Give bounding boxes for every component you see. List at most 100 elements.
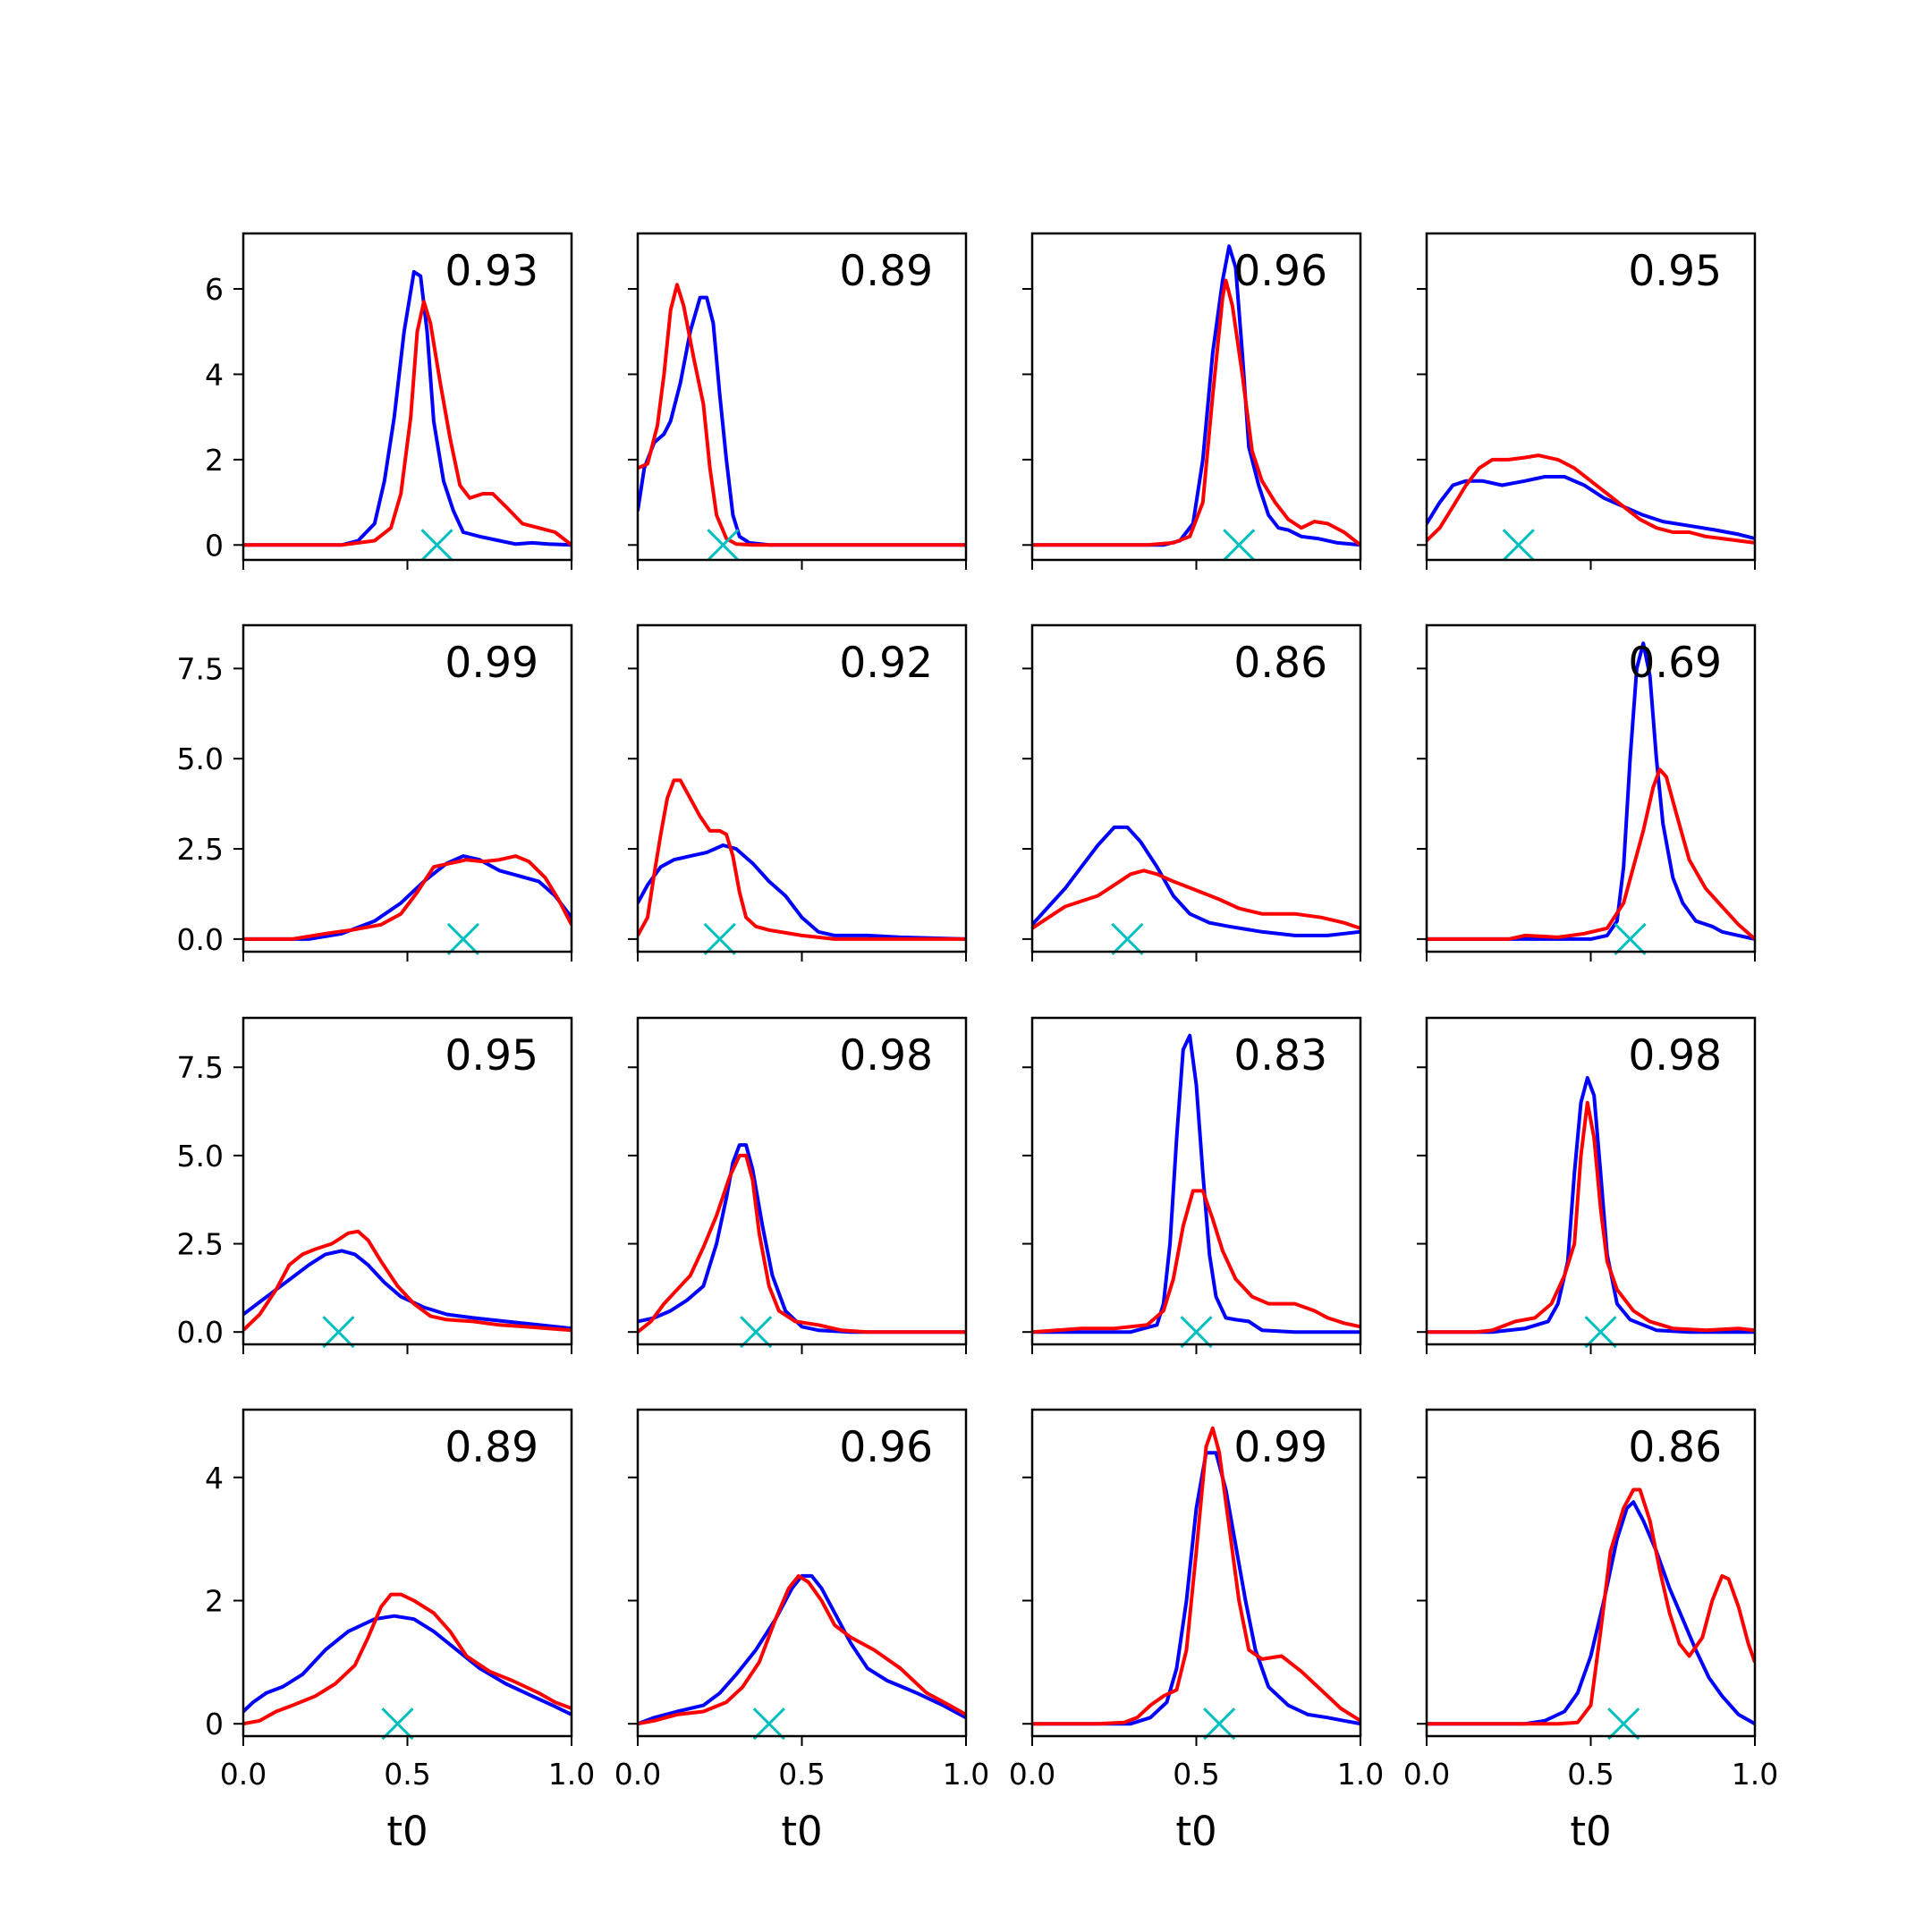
x-marker-stroke	[1502, 529, 1535, 562]
x-marker-stroke	[1203, 1707, 1236, 1741]
plot-frame	[242, 232, 573, 562]
series-blue-line	[1427, 475, 1755, 541]
series-red-line	[1427, 767, 1755, 941]
y-tick-label: 0	[205, 528, 224, 563]
score-annotation: 0.89	[839, 247, 933, 296]
plot-frame	[1425, 623, 1757, 953]
series-red-line	[638, 778, 966, 941]
x-marker-stroke	[1584, 1316, 1617, 1349]
plot-frame	[242, 1408, 573, 1738]
x-marker-stroke	[740, 1316, 773, 1349]
subplot-r3-c3: 0.83	[1022, 1016, 1362, 1354]
plot-frame	[1425, 1016, 1757, 1346]
x-axis-label: t0	[781, 1808, 822, 1855]
series-red-line	[243, 854, 572, 941]
plot-frame	[1425, 232, 1757, 562]
subplot-r1-c2: 0.89	[628, 232, 968, 570]
score-annotation: 0.98	[1628, 1031, 1722, 1080]
x-marker	[1584, 1316, 1617, 1349]
panel-grid: 0 2 4 6 0.93 0.89 0.96 0.95 0.0 2.5 5.0 7.5 0.99 0.92…	[177, 232, 1778, 1855]
plot-frame	[1425, 1408, 1757, 1738]
series-red-line	[1032, 1426, 1360, 1726]
score-annotation: 0.96	[839, 1423, 933, 1472]
series-blue-line	[1032, 825, 1360, 937]
x-marker	[420, 529, 453, 562]
series-blue-line	[1427, 1500, 1755, 1726]
series-blue-line	[638, 1143, 966, 1335]
subplot-r2-c3: 0.86	[1022, 623, 1362, 962]
x-tick-label: 0.5	[384, 1757, 430, 1792]
x-marker	[446, 922, 479, 955]
subplot-r2-c1: 0.0 2.5 5.0 7.5 0.99	[177, 623, 573, 962]
x-axis-label: t0	[386, 1808, 428, 1855]
series-blue-line	[1032, 1033, 1360, 1335]
subplot-r3-c1: 0.0 2.5 5.0 7.5 0.95	[177, 1016, 573, 1354]
x-tick-label: 0.0	[614, 1757, 661, 1792]
series-red-line	[1032, 869, 1360, 930]
plot-frame	[636, 232, 968, 562]
x-marker	[703, 922, 736, 955]
x-axis-label: t0	[1175, 1808, 1216, 1855]
subplot-r1-c1: 0 2 4 6 0.93	[205, 232, 573, 570]
x-marker	[322, 1316, 355, 1349]
x-axis-label: t0	[1570, 1808, 1611, 1855]
subplot-r4-c1: 0 2 4 0.0 0.5 1.0 t0 0.89	[205, 1408, 595, 1855]
plot-frame	[242, 1016, 573, 1346]
series-red-line	[638, 283, 966, 547]
x-marker-stroke	[446, 922, 479, 955]
x-marker-stroke	[703, 922, 736, 955]
series-red-line	[1032, 278, 1360, 547]
series-red-line	[1427, 1487, 1755, 1726]
score-annotation: 0.83	[1233, 1031, 1327, 1080]
series-red-line	[1427, 453, 1755, 545]
series-blue-line	[243, 269, 572, 547]
plot-frame	[636, 1016, 968, 1346]
x-marker-stroke	[752, 1707, 785, 1741]
series-red-line	[1032, 1189, 1360, 1335]
plot-frame	[1030, 1016, 1362, 1346]
series-red-line	[243, 1229, 572, 1333]
subplot-r1-c4: 0.95	[1417, 232, 1757, 570]
score-annotation: 0.96	[1233, 247, 1327, 296]
y-tick-label: 4	[205, 1461, 224, 1496]
x-tick-label: 0.0	[220, 1757, 267, 1792]
y-tick-label: 0.0	[177, 1315, 224, 1350]
y-tick-label: 2.5	[177, 832, 224, 867]
series-blue-line	[638, 295, 966, 547]
subplot-r4-c2: 0.0 0.5 1.0 t0 0.96	[614, 1408, 989, 1855]
x-marker-stroke	[1180, 1316, 1213, 1349]
x-marker-stroke	[707, 529, 740, 562]
x-tick-label: 0.0	[1009, 1757, 1055, 1792]
y-tick-label: 4	[205, 357, 224, 392]
y-tick-label: 5.0	[177, 1139, 224, 1174]
x-tick-label: 0.0	[1403, 1757, 1450, 1792]
x-marker	[1180, 1316, 1213, 1349]
x-marker-stroke	[1111, 922, 1144, 955]
series-red-line	[638, 1573, 966, 1726]
x-marker-stroke	[420, 529, 453, 562]
x-tick-label: 0.5	[778, 1757, 825, 1792]
plot-frame	[1030, 623, 1362, 953]
x-marker	[1203, 1707, 1236, 1741]
x-marker	[1223, 529, 1256, 562]
subplot-r2-c2: 0.92	[628, 623, 968, 962]
x-marker	[740, 1316, 773, 1349]
x-tick-label: 0.5	[1567, 1757, 1614, 1792]
x-tick-label: 1.0	[943, 1757, 989, 1792]
x-marker	[381, 1707, 414, 1741]
subplot-r3-c2: 0.98	[628, 1016, 968, 1354]
x-marker-stroke	[1614, 922, 1647, 955]
series-blue-line	[243, 1249, 572, 1331]
x-tick-label: 1.0	[1732, 1757, 1778, 1792]
plot-frame	[1030, 232, 1362, 562]
x-marker-stroke	[1223, 529, 1256, 562]
x-marker	[707, 529, 740, 562]
y-tick-label: 2.5	[177, 1227, 224, 1262]
x-marker	[1111, 922, 1144, 955]
x-tick-label: 1.0	[548, 1757, 595, 1792]
score-annotation: 0.95	[445, 1031, 538, 1080]
score-annotation: 0.95	[1628, 247, 1722, 296]
subplot-r2-c4: 0.69	[1417, 623, 1757, 962]
subplot-r3-c4: 0.98	[1417, 1016, 1757, 1354]
